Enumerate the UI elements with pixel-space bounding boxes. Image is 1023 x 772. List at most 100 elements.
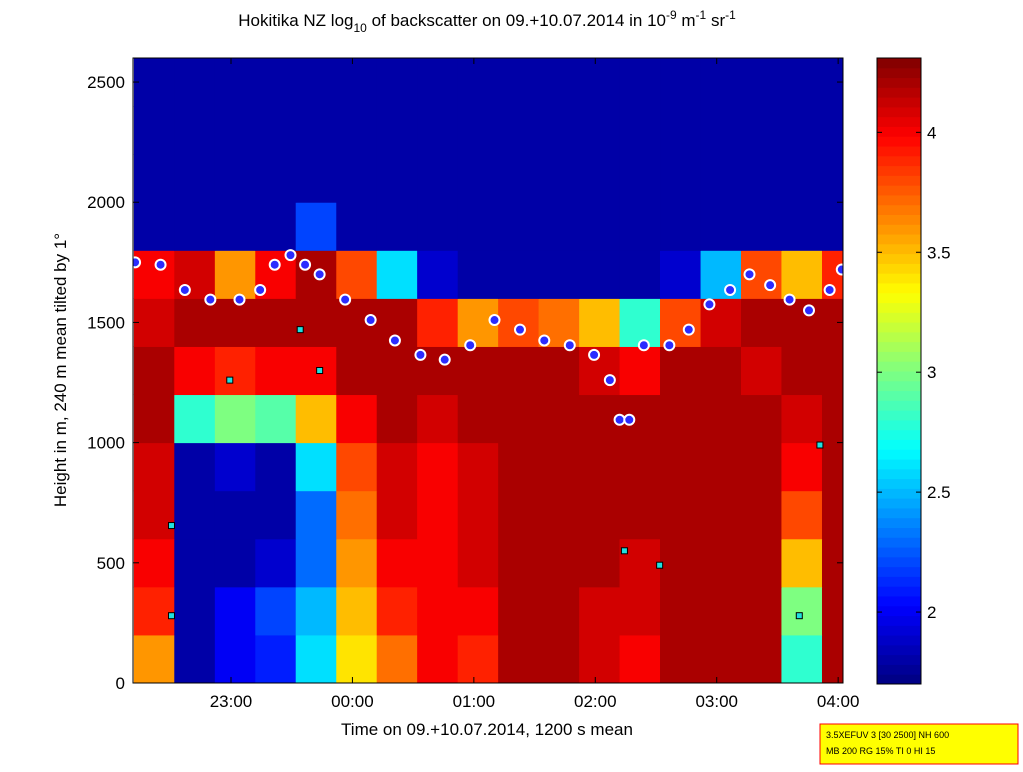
colorbar-swatch: [877, 390, 921, 401]
heatmap-cell: [174, 442, 216, 492]
heatmap-cell: [336, 634, 378, 683]
heatmap-cell: [781, 394, 823, 444]
heatmap-cell: [133, 490, 175, 540]
layer-point: [268, 258, 281, 271]
heatmap-cell: [336, 58, 378, 107]
heatmap-cell: [376, 634, 418, 683]
layer-point: [299, 258, 312, 271]
heatmap-cell: [417, 202, 459, 251]
heatmap-cell: [619, 538, 661, 588]
heatmap-cell: [174, 154, 216, 203]
layer-point: [488, 314, 501, 327]
heatmap-cell: [457, 634, 499, 683]
title-part: of backscatter on 09.+10.07.2014 in 10: [367, 11, 666, 30]
colorbar-swatch: [877, 351, 921, 362]
heatmap-cell: [214, 154, 256, 203]
heatmap-cell: [376, 442, 418, 492]
heatmap-cell: [255, 346, 297, 396]
colorbar-swatch: [877, 331, 921, 343]
heatmap-cell: [214, 394, 256, 444]
heatmap-cell: [740, 58, 782, 107]
colorbar-swatch: [877, 67, 921, 79]
heatmap-cell: [457, 442, 499, 492]
colorbar-swatch: [877, 576, 921, 587]
heatmap-cell: [660, 106, 702, 155]
heatmap-cell: [821, 346, 843, 396]
colorbar-swatch: [877, 361, 921, 372]
heatmap-cell: [619, 154, 661, 203]
heatmap-cell: [214, 442, 256, 492]
heatmap-cell: [214, 250, 256, 299]
colorbar-tick-label: 3.5: [927, 243, 951, 262]
layer-point: [339, 293, 352, 306]
heatmap-cell: [498, 58, 540, 107]
colorbar-swatch: [877, 478, 921, 489]
colorbar-swatch: [877, 292, 921, 304]
heatmap-cell: [255, 202, 297, 251]
layer-square: [795, 612, 803, 620]
heatmap-cell: [538, 442, 580, 492]
colorbar-swatch: [877, 566, 921, 577]
colorbar-swatch: [877, 155, 921, 167]
heatmap-cell: [376, 154, 418, 203]
heatmap-cell: [417, 154, 459, 203]
colorbar-swatch: [877, 204, 921, 215]
layer-square: [226, 376, 234, 384]
layer-point: [603, 374, 616, 387]
heatmap-cell: [376, 538, 418, 588]
colorbar-swatch: [877, 126, 921, 137]
colorbar-swatch: [877, 234, 921, 245]
heatmap-cell: [255, 298, 297, 347]
heatmap-cell: [740, 538, 782, 588]
heatmap-cell: [255, 634, 297, 683]
heatmap-cell: [417, 634, 459, 683]
colorbar-swatch: [877, 185, 921, 196]
heatmap-cell: [538, 634, 580, 683]
heatmap-cell: [457, 346, 499, 396]
heatmap-cell: [498, 154, 540, 203]
layer-point: [835, 263, 843, 276]
heatmap-cell: [660, 298, 702, 347]
heatmap-cell: [700, 634, 742, 683]
title-part: Hokitika NZ log: [238, 11, 353, 30]
layer-point: [254, 283, 267, 296]
heatmap-cell: [660, 586, 702, 636]
heatmap-cell: [336, 346, 378, 396]
title-part: 10: [353, 21, 367, 35]
heatmap-cell: [376, 490, 418, 540]
layer-point: [637, 339, 650, 352]
plot-frame: [132, 57, 844, 684]
heatmap-cell: [133, 154, 175, 203]
layer-point: [802, 304, 815, 317]
colorbar-swatch: [877, 615, 921, 626]
heatmap-cell: [295, 442, 337, 492]
colorbar: [877, 58, 921, 685]
heatmap-cell: [781, 346, 823, 396]
heatmap-cell: [781, 586, 823, 636]
heatmap-cell: [214, 58, 256, 107]
heatmap-cell: [214, 298, 256, 347]
colorbar-swatch: [877, 674, 921, 685]
heatmap-cell: [255, 538, 297, 588]
heatmap-cell: [336, 586, 378, 636]
heatmap-cell: [660, 394, 702, 444]
layer-point: [563, 339, 576, 352]
heatmap-cell: [498, 394, 540, 444]
heatmap-cell: [133, 202, 175, 251]
layer-point: [233, 293, 246, 306]
heatmap-cell: [579, 442, 621, 492]
heatmap-cell: [457, 538, 499, 588]
heatmap-cell: [781, 250, 823, 299]
heatmap-cell: [821, 490, 843, 540]
colorbar-swatch: [877, 312, 921, 323]
colorbar-swatch: [877, 517, 921, 528]
colorbar-swatch: [877, 586, 921, 597]
heatmap-cell: [174, 634, 216, 683]
colorbar-swatch: [877, 605, 921, 617]
layer-point: [438, 353, 451, 366]
heatmap-cell: [498, 442, 540, 492]
layer-point: [682, 323, 695, 336]
heatmap-cell: [781, 106, 823, 155]
layer-point: [513, 323, 526, 336]
